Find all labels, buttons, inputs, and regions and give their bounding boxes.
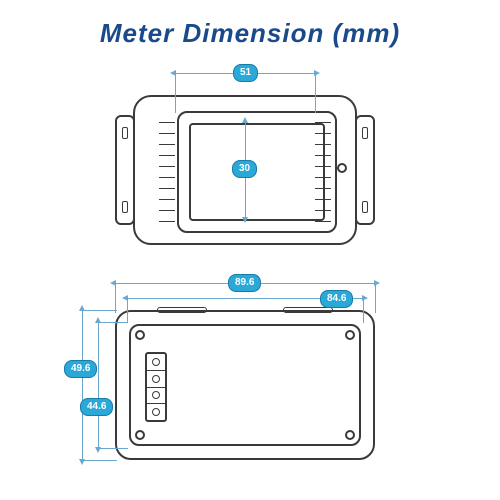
- dim-ext-line: [175, 73, 176, 113]
- top-right-tab: [355, 115, 375, 225]
- terminal-block: [145, 352, 167, 422]
- bottom-ridge: [157, 307, 207, 313]
- dim-label-top-width: 51: [233, 64, 258, 82]
- bottom-ridge: [283, 307, 333, 313]
- top-button: [337, 163, 347, 173]
- top-screen-bezel: [177, 111, 337, 233]
- dim-ext-line: [98, 322, 128, 323]
- dim-ext-line: [82, 310, 117, 311]
- dim-ext-line: [115, 283, 116, 313]
- dim-ext-line: [315, 73, 316, 113]
- dim-label-bot-width-inner: 84.6: [320, 290, 353, 308]
- screw-hole: [135, 330, 145, 340]
- dim-ext-line: [127, 298, 128, 323]
- top-screen: [189, 123, 325, 221]
- dim-label-bot-width-outer: 89.6: [228, 274, 261, 292]
- dim-arrow: [242, 217, 248, 223]
- dim-label-top-height: 30: [232, 160, 257, 178]
- bottom-view-diagram: [115, 310, 375, 460]
- top-left-tab: [115, 115, 135, 225]
- dim-line-bot-height-inner: [98, 322, 99, 448]
- dim-line-bot-height-outer: [82, 310, 83, 460]
- dim-ext-line: [98, 448, 128, 449]
- dim-ext-line: [375, 283, 376, 313]
- bottom-body-outline: [115, 310, 375, 460]
- screw-hole: [345, 430, 355, 440]
- top-vent-left: [159, 117, 175, 227]
- dim-label-bot-height-inner: 44.6: [80, 398, 113, 416]
- page-title: Meter Dimension (mm): [100, 18, 400, 49]
- screw-hole: [345, 330, 355, 340]
- dim-label-bot-height-outer: 49.6: [64, 360, 97, 378]
- dim-arrow: [242, 117, 248, 123]
- dim-ext-line: [363, 298, 364, 323]
- screw-hole: [135, 430, 145, 440]
- dim-ext-line: [82, 460, 117, 461]
